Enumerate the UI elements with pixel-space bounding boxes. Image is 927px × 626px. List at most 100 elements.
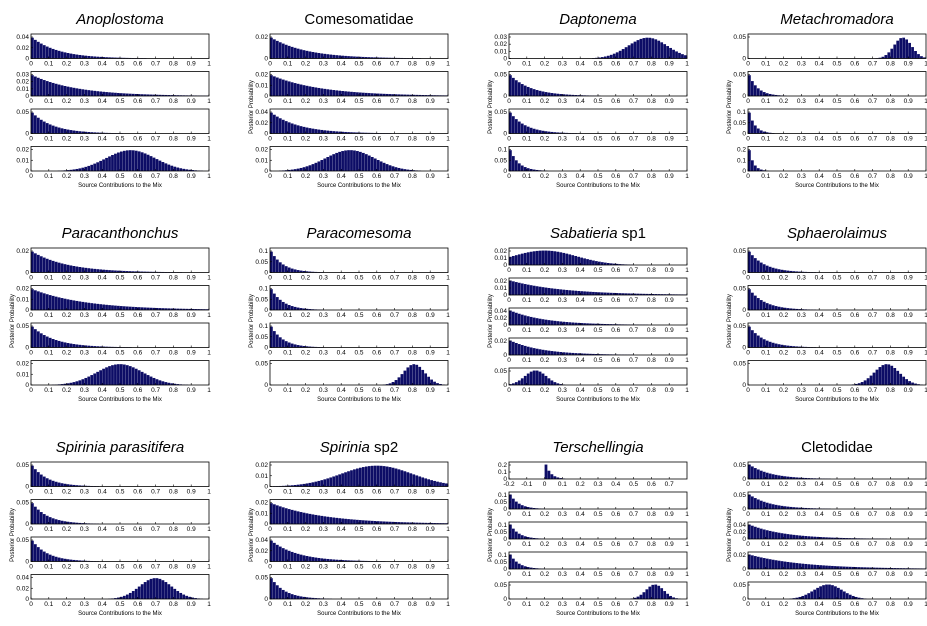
y-tick-label: 0.02 [494,315,507,322]
histogram-bar [81,267,85,273]
x-tick-label: 0.2 [62,350,71,357]
axes-frame [747,108,927,134]
y-axis-label: Posterior Probability [727,294,733,348]
histogram-bar [36,41,40,59]
histogram-bar [565,352,569,355]
x-tick-label: 0.9 [187,601,196,608]
x-tick-label: 0.9 [665,297,674,304]
histogram-bar [804,594,808,599]
histogram-bar [191,308,194,310]
histogram-bar [837,587,840,599]
histogram-bar [571,322,575,325]
x-tick-label: 0.5 [832,541,841,548]
histogram-bar [863,567,867,569]
histogram-bar [317,87,321,96]
histogram-bar [152,377,156,385]
histogram-bar [305,597,309,599]
x-tick-label: 0.5 [832,136,841,143]
histogram-bar [648,586,652,599]
histogram-bar [317,161,321,171]
x-tick-label: 0.4 [337,526,346,533]
x-tick-label: 0.8 [169,526,178,533]
histogram-bar [406,472,410,487]
histogram-bar [783,270,787,273]
histogram-bar [612,292,616,295]
histogram-bar [81,560,85,562]
histogram-bar [801,563,805,569]
x-tick-label: 0.9 [904,312,913,319]
histogram-bar [762,301,766,310]
x-tick-label: 0.2 [301,387,310,394]
axes-frame [508,521,688,540]
histogram-bar [511,77,515,96]
x-tick-label: 0.4 [815,61,824,68]
histogram-bar [520,535,524,539]
histogram-bar [296,307,300,310]
histogram-bar [69,130,73,134]
histogram-bar [290,123,294,134]
histogram-bar [397,167,401,171]
histogram-bar [296,511,300,524]
histogram-bar [338,559,341,562]
histogram-bar [102,304,105,310]
histogram-bar [580,353,583,355]
y-tick-label: 0.05 [494,559,507,566]
histogram-bar [293,47,297,59]
x-tick-label: 0.2 [62,564,71,571]
histogram-bar [131,271,135,273]
histogram-bar [305,127,309,134]
histogram-bar [511,281,515,295]
histogram-bar [759,337,763,348]
histogram-bar [284,485,288,487]
x-tick-label: 0.1 [522,173,531,180]
chart-title-italic: Daptonema [559,11,637,28]
x-tick-label: 0.2 [301,564,310,571]
histogram-bar [869,375,873,385]
histogram-bar [899,38,903,59]
histogram-bar [541,349,545,355]
y-tick-label: 0.1 [259,323,268,330]
histogram-bar [338,131,341,134]
histogram-bar [350,470,353,487]
x-tick-label: 0.8 [647,601,656,608]
histogram-bar [75,560,79,562]
histogram-bar [580,291,583,295]
histogram-bar [302,85,306,96]
histogram-bar [137,94,141,96]
histogram-bar [890,365,894,385]
histogram-bar [350,519,353,524]
histogram-bar [777,306,781,310]
histogram-bar [155,94,159,96]
histogram-bar [278,262,282,273]
x-tick-label: 0.9 [187,387,196,394]
histogram-bar [299,512,303,524]
histogram-bar [131,591,135,599]
histogram-bar [356,56,359,59]
histogram-bar [379,57,383,59]
x-tick-label: 0.4 [815,387,824,394]
histogram-bar [78,301,82,310]
histogram-bar [792,308,796,310]
histogram-bar [167,584,171,599]
histogram-bar [87,376,91,385]
histogram-bar [287,550,291,562]
histogram-bar [580,323,583,325]
histogram-bar [78,485,82,487]
x-tick-label: 0.7 [390,275,399,282]
chart-title: Paracanthonchus [62,225,179,242]
x-tick-label: 1 [207,275,211,282]
histogram-bar [600,354,604,355]
histogram-bar [57,127,61,134]
x-tick-label: 0.6 [850,481,859,488]
histogram-bar [553,288,557,295]
x-tick-label: 0 [507,136,511,143]
x-tick-label: 0.4 [576,98,585,105]
histogram-bar [287,305,291,310]
x-axis-label: Source Contributions to the Mix [317,397,401,403]
histogram-bar [651,584,655,599]
histogram-bar [81,345,85,348]
histogram-bar [759,528,763,539]
histogram-bar [669,47,672,59]
x-tick-label: 0.8 [169,350,178,357]
